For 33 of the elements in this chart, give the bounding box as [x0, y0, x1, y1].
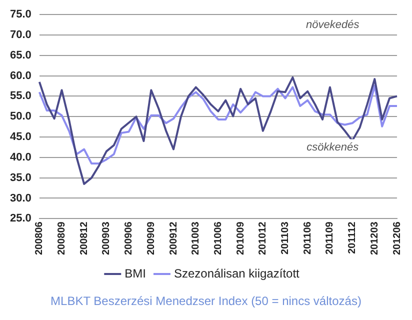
x-tick-label: 201103	[280, 221, 292, 254]
x-tick-label: 201206	[392, 221, 403, 256]
x-tick-label: 201003	[190, 221, 202, 256]
annotation: növekedés	[306, 18, 360, 31]
x-tick-label: 200903	[101, 221, 112, 256]
y-tick-label: 60.0	[10, 70, 32, 82]
text: MLBKT Beszerzési Menedzser Index (50 = nincs változás)	[50, 294, 362, 308]
x-tick-label: 200809	[56, 221, 68, 256]
y-tick-label: 45.0	[10, 131, 32, 144]
x-tick-label: 201109	[324, 221, 336, 254]
x-tick-label: 200906	[124, 221, 135, 256]
x-tick-label: 201203	[369, 221, 380, 256]
y-tick-label: 65.0	[10, 49, 32, 62]
y-tick-label: 50.0	[10, 110, 32, 123]
x-tick-label: 201106	[302, 221, 314, 254]
x-tick-label: 201006	[212, 221, 224, 256]
legend-label: Szezonálisan kiigazított	[174, 266, 300, 280]
y-tick-label: 75.0	[10, 8, 32, 21]
x-tick-label: 200909	[146, 221, 157, 256]
y-tick-label: 30.0	[10, 192, 32, 204]
x-tick-label: 200912	[168, 221, 180, 256]
y-tick-label: 25.0	[10, 212, 32, 225]
x-tick-label: 201112	[347, 221, 358, 254]
x-tick-label: 200806	[34, 221, 46, 256]
x-tick-label: 201009	[235, 221, 246, 256]
x-tick-label: 200812	[78, 221, 90, 256]
y-tick-label: 35.0	[10, 172, 32, 184]
y-tick-label: 70.0	[10, 29, 32, 42]
x-tick-label: 201012	[258, 221, 269, 256]
y-tick-label: 40.0	[10, 151, 32, 164]
annotation: csökkenés	[306, 141, 360, 154]
legend-label: BMI	[124, 266, 146, 280]
y-tick-label: 55.0	[10, 90, 32, 102]
